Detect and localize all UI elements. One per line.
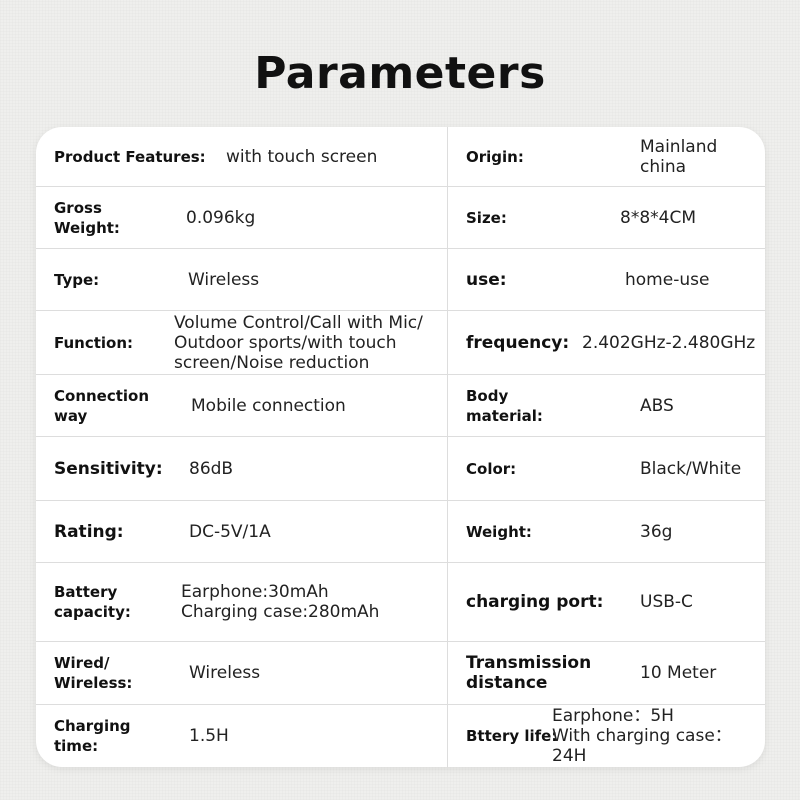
param-value: 86dB bbox=[189, 458, 234, 479]
param-label: Charging time: bbox=[54, 716, 131, 755]
param-value: Mobile connection bbox=[191, 395, 346, 416]
param-value: Volume Control/Call with Mic/ Outdoor sp… bbox=[174, 312, 423, 373]
param-value: 8*8*4CM bbox=[620, 207, 696, 228]
param-label: Function: bbox=[54, 333, 134, 352]
table-row: Sensitivity: 86dB Color: Black/White bbox=[36, 437, 765, 501]
param-label: charging port: bbox=[466, 592, 604, 612]
param-label: Connection way bbox=[54, 386, 150, 425]
param-label: Battery capacity: bbox=[54, 583, 131, 621]
table-row: Rating: DC-5V/1A Weight: 36g bbox=[36, 501, 765, 563]
param-label: use: bbox=[466, 269, 507, 290]
param-value: 0.096kg bbox=[186, 207, 256, 228]
param-value: DC-5V/1A bbox=[189, 521, 271, 542]
param-value: Earphone:30mAh Charging case:280mAh bbox=[181, 582, 380, 622]
param-label: Bttery life: bbox=[466, 726, 558, 745]
param-value: Wireless bbox=[188, 269, 260, 290]
param-value: 36g bbox=[640, 521, 673, 542]
column-divider bbox=[447, 127, 448, 767]
param-label: Type: bbox=[54, 270, 100, 289]
parameters-table: Product Features: with touch screen Origin… bbox=[36, 127, 765, 767]
param-label: Gross Weight: bbox=[54, 198, 120, 237]
table-row: Charging time: 1.5H Bttery life: Earphone：5… bbox=[36, 705, 765, 766]
param-value: Mainland china bbox=[640, 136, 718, 177]
page-title: Parameters bbox=[254, 48, 546, 99]
table-row: Wired/ Wireless: Wireless Transmission dis… bbox=[36, 642, 765, 705]
param-label: Transmission distance bbox=[466, 653, 592, 693]
param-value: 2.402GHz-2.480GHz bbox=[582, 332, 756, 353]
param-label: Color: bbox=[466, 459, 517, 478]
param-label: Rating: bbox=[54, 521, 124, 542]
param-label: Weight: bbox=[466, 522, 532, 541]
param-label: Sensitivity: bbox=[54, 458, 163, 479]
table-row: Product Features: with touch screen Origin… bbox=[36, 127, 765, 187]
param-value: 1.5H bbox=[189, 725, 229, 746]
param-label: Product Features: bbox=[54, 147, 206, 166]
param-value: ABS bbox=[640, 395, 674, 416]
param-label: Origin: bbox=[466, 147, 524, 166]
param-value: Wireless bbox=[189, 663, 261, 683]
param-value: with touch screen bbox=[226, 146, 378, 167]
param-value: home-use bbox=[625, 269, 710, 290]
table-row: Function: Volume Control/Call with Mic/ O… bbox=[36, 311, 765, 375]
table-row: Gross Weight: 0.096kg Size: 8*8*4CM bbox=[36, 187, 765, 249]
table-row: Connection way Mobile connection Body mate… bbox=[36, 375, 765, 437]
param-label: Wired/ Wireless: bbox=[54, 654, 133, 692]
param-label: Body material: bbox=[466, 386, 543, 425]
param-label: frequency: bbox=[466, 332, 570, 353]
param-label: Size: bbox=[466, 208, 507, 227]
param-value: 10 Meter bbox=[640, 663, 717, 683]
param-value: Black/White bbox=[640, 458, 742, 479]
param-value: USB-C bbox=[640, 592, 693, 612]
table-row: Battery capacity: Earphone:30mAh Charging… bbox=[36, 563, 765, 642]
table-row: Type: Wireless use: home-use bbox=[36, 249, 765, 311]
param-value: Earphone：5H With charging case：24H bbox=[552, 705, 732, 766]
